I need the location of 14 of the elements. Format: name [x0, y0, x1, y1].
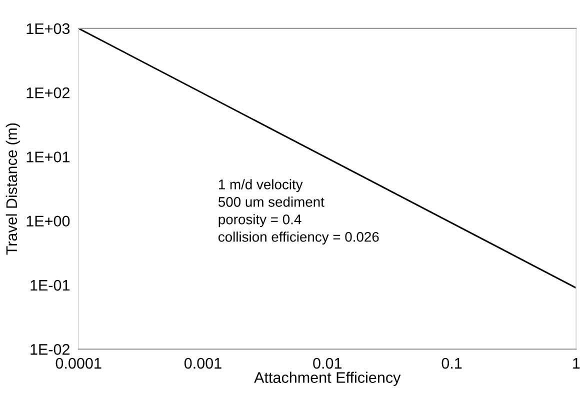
- y-tick-label: 1E-01: [30, 280, 70, 291]
- y-tick-label: 1E-02: [30, 344, 70, 355]
- y-axis-title: Travel Distance (m): [6, 123, 20, 255]
- y-tick-label: 1E+02: [26, 87, 70, 98]
- x-tick-label: 0.1: [442, 358, 462, 369]
- x-tick-label: 0.001: [184, 358, 222, 369]
- x-tick-label: 0.0001: [56, 358, 102, 369]
- y-tick-label: 1E+00: [26, 216, 70, 227]
- x-axis-title: Attachment Efficiency: [254, 372, 401, 386]
- y-tick-label: 1E+01: [26, 152, 70, 162]
- x-tick-label: 1: [573, 358, 580, 369]
- annotation: 1 m/d velocity 500 um sediment porosity = 0.4 collision efficiency = 0.026: [218, 179, 379, 245]
- x-tick-label: 0.01: [313, 358, 342, 369]
- y-tick-label: 1E+03: [26, 23, 70, 34]
